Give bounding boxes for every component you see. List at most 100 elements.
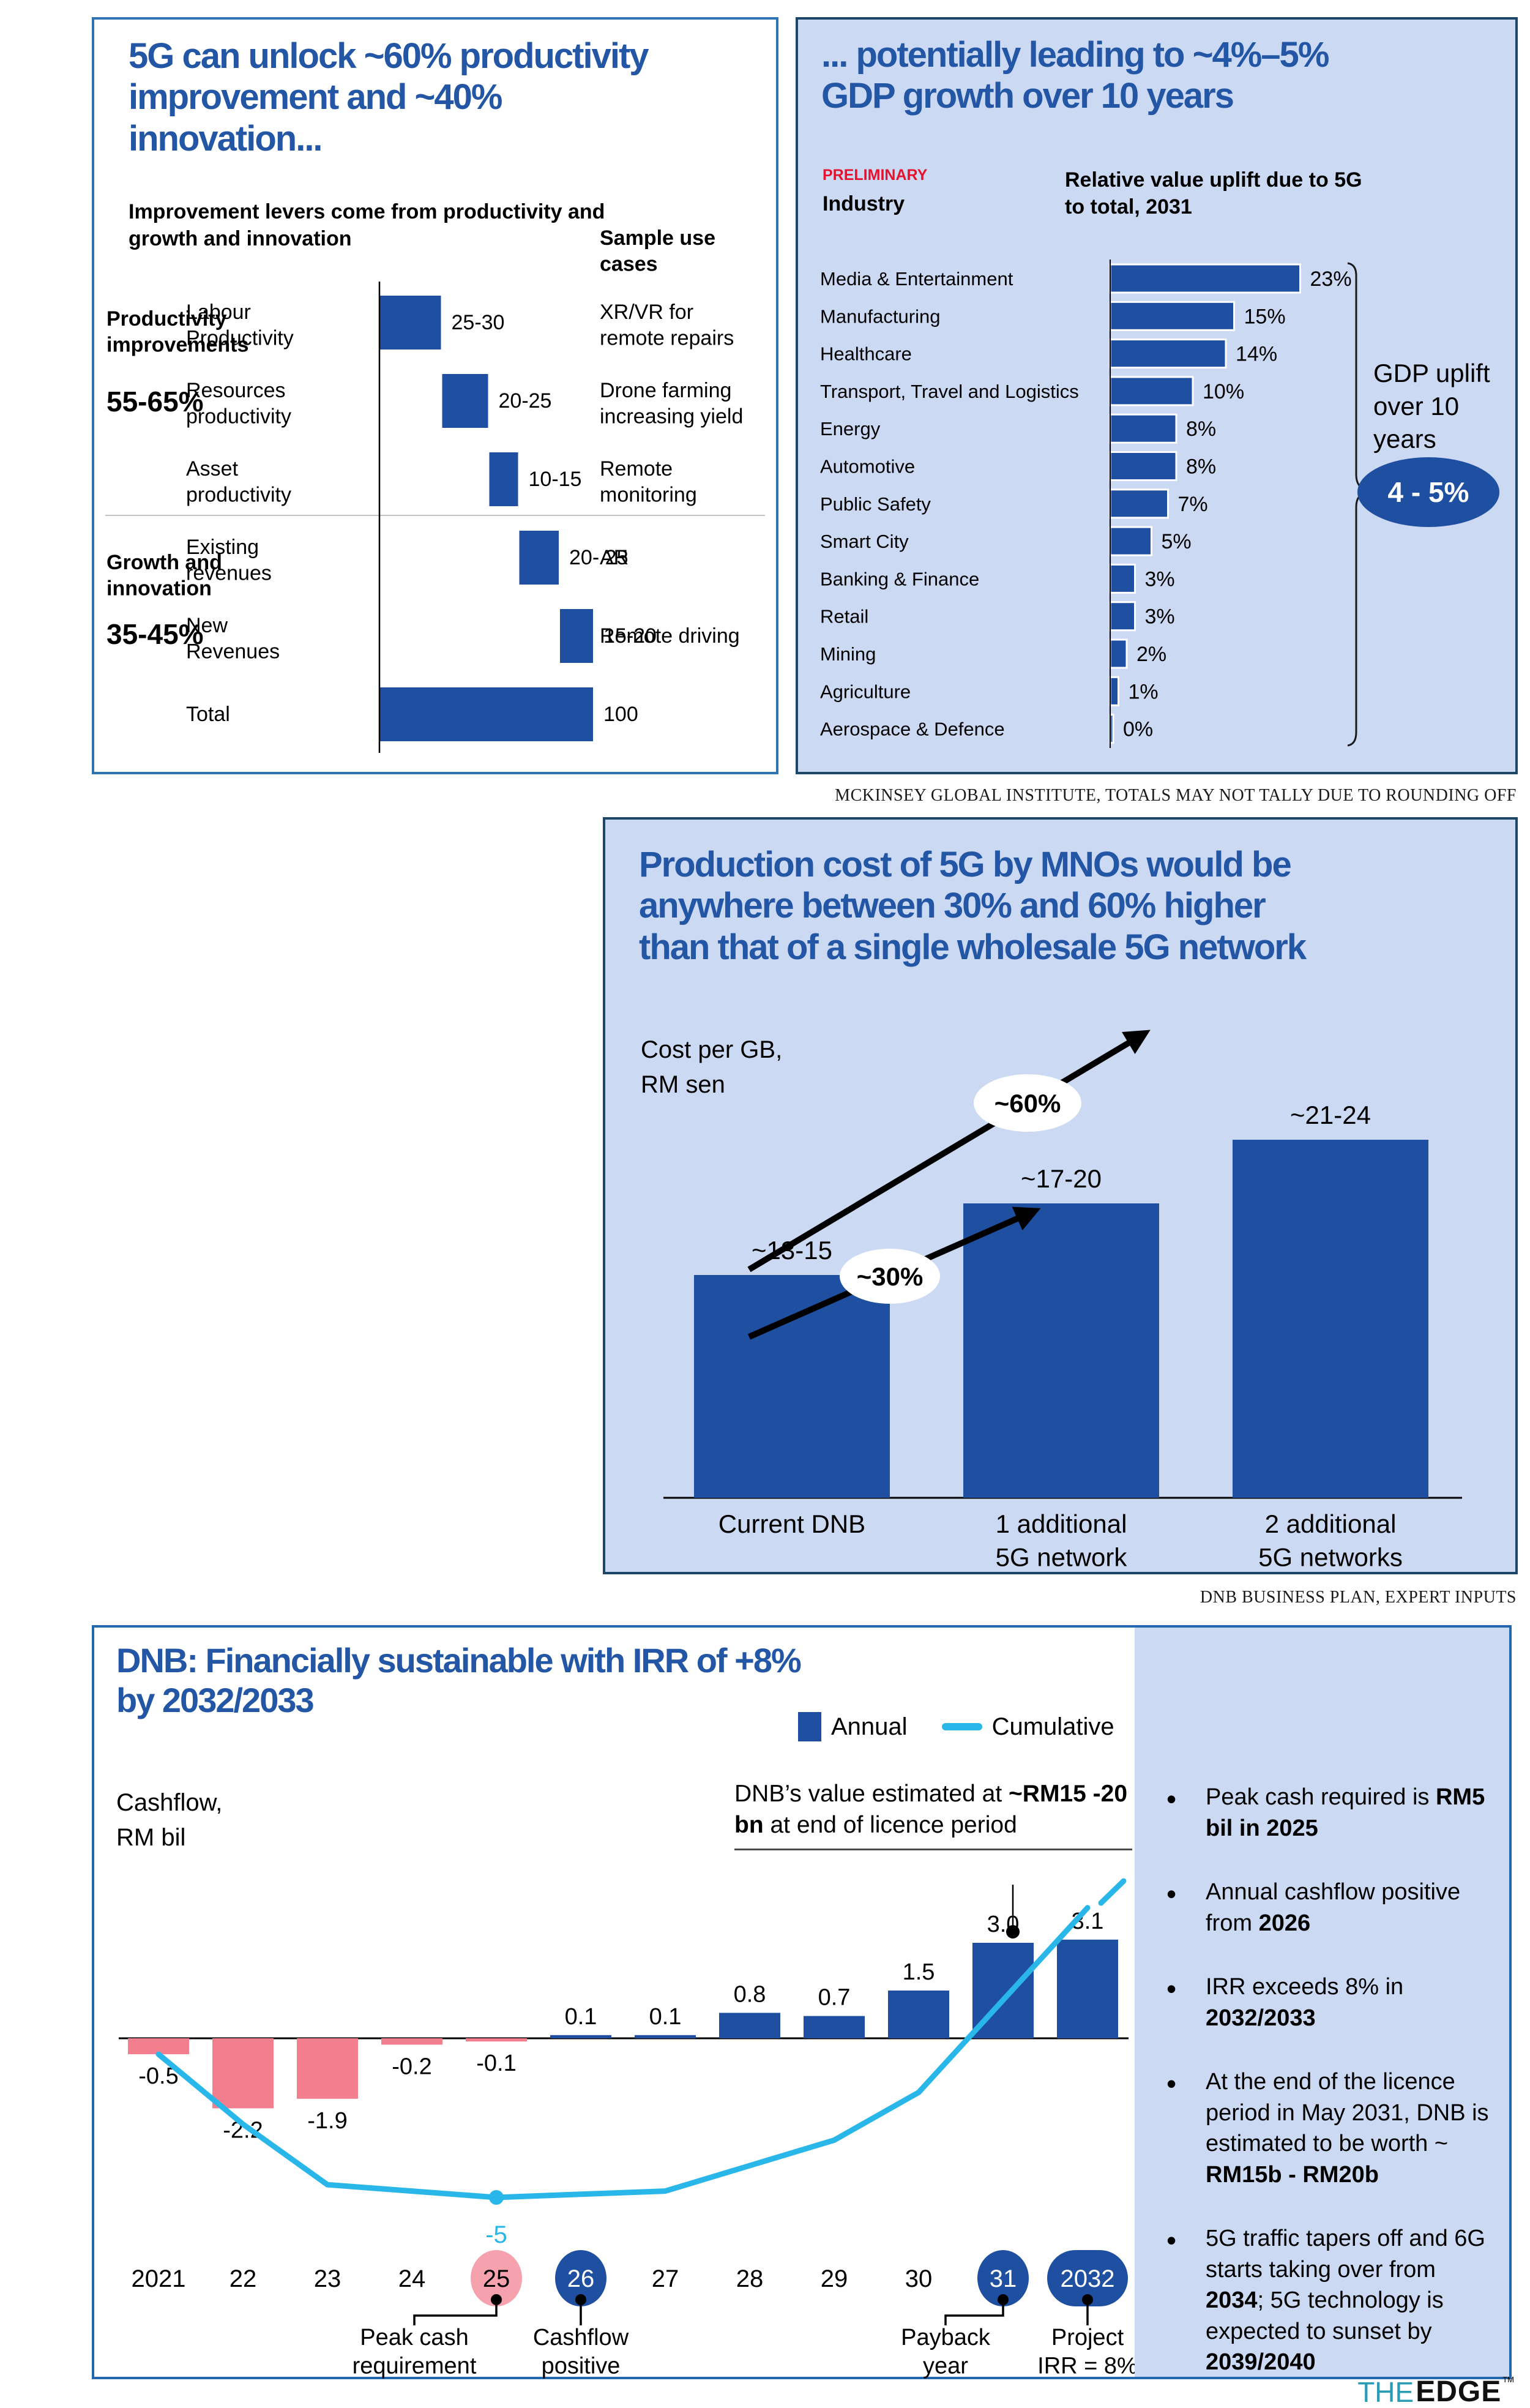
uplift-value-label: 14%: [1236, 343, 1277, 366]
year-circle: [471, 2250, 522, 2306]
uplift-value-label: 0%: [1123, 718, 1153, 741]
legend-annual-label: Annual: [831, 1713, 908, 1740]
annotation-text: at end of licence period: [763, 1812, 1017, 1839]
year-label: 26: [567, 2265, 595, 2292]
gdp-uplift-badge: [1357, 457, 1499, 527]
industry-column-header: Industry: [823, 192, 905, 215]
uplift-bar: [1109, 488, 1169, 519]
row-label: Existing revenues: [186, 536, 272, 585]
milestone-label: Payback year: [901, 2325, 991, 2379]
waterfall-bar: [518, 529, 560, 586]
uplift-bar: [1109, 301, 1235, 331]
annual-value-label: 0.7: [818, 1985, 851, 2011]
industry-label: Automotive: [820, 456, 915, 477]
industry-label: Smart City: [820, 531, 909, 552]
industry-label: Banking & Finance: [820, 568, 979, 589]
annotation-bold-text: ~RM15 -20 bn: [734, 1781, 1128, 1839]
group-label-productivity: Productivity improvements: [106, 307, 248, 357]
cashflow-axis-label: Cashflow, RM bil: [116, 1789, 223, 1851]
waterfall-bar: [379, 686, 594, 742]
key-point-bold-text: 2034: [1206, 2287, 1258, 2314]
dnb-value-annotation: DNB’s value estimated at ~RM15 -20 bn at…: [734, 1778, 1132, 1850]
preliminary-tag: PRELIMINARY: [823, 166, 928, 184]
waterfall-bar: [441, 373, 490, 429]
cost-category-label: 1 additional 5G network: [996, 1509, 1128, 1572]
industry-label: Retail: [820, 606, 868, 627]
bar-value-label: 25-30: [452, 311, 505, 334]
key-point-text: Peak cash required is: [1206, 1784, 1436, 1810]
annual-value-label: 0.1: [649, 2004, 682, 2030]
key-point-bold-text: RM15b - RM20b: [1206, 2161, 1379, 2188]
key-point: IRR exceeds 8% in 2032/2033: [1163, 1970, 1493, 2033]
panel-gdp-uplift: ... potentially leading to ~4%–5% GDP gr…: [796, 17, 1518, 774]
gdp-uplift-badge-text: 4 - 5%: [1388, 476, 1469, 508]
logo-malaysia: MALAYSIA: [1357, 2406, 1514, 2408]
cumulative-line-dash: [1098, 1878, 1127, 1906]
use-cases-header: Sample use cases: [600, 226, 715, 276]
bar-value-label: 100: [603, 703, 638, 726]
year-circle: [977, 2250, 1029, 2306]
legend-annual-swatch: [798, 1712, 821, 1741]
cost-bar: [1233, 1140, 1428, 1498]
uplift-value-label: 5%: [1162, 530, 1192, 553]
milestone-dot: [998, 2294, 1009, 2305]
year-label: 2032: [1061, 2265, 1115, 2292]
uplift-bar: [1109, 376, 1194, 406]
group-label-growth: Growth and innovation: [106, 551, 222, 600]
year-label: 28: [736, 2265, 764, 2292]
industry-label: Aerospace & Defence: [820, 719, 1005, 740]
year-label: 23: [314, 2265, 341, 2292]
key-point: Peak cash required is RM5 bil in 2025: [1163, 1781, 1493, 1844]
annual-bar: [719, 2013, 780, 2038]
annual-bar: [550, 2035, 611, 2038]
productivity-title: 5G can unlock ~60% productivity improvem…: [129, 36, 649, 159]
milestone-label: Peak cash requirement: [353, 2325, 477, 2379]
arrow-label-bubble-60: [974, 1074, 1081, 1132]
legend-cumulative-swatch: [941, 1723, 982, 1730]
key-point-text: Annual cashflow positive from: [1206, 1879, 1461, 1936]
source-note-dnb: DNB BUSINESS PLAN, EXPERT INPUTS: [1200, 1588, 1517, 1607]
chart-legend: Annual Cumulative: [798, 1712, 1114, 1741]
uplift-value-label: 23%: [1310, 267, 1352, 291]
key-point: Annual cashflow positive from 2026: [1163, 1875, 1493, 1939]
gdp-title: ... potentially leading to ~4%–5% GDP gr…: [821, 35, 1329, 116]
cashflow-chart: -0.5-2.2 -1.9-0.2 -0.10.1 0.10.8 0.71.53.0 3.…: [119, 1878, 1138, 2379]
annual-value-label: 1.5: [903, 1959, 935, 1985]
bar-value-label: 10-15: [529, 468, 582, 491]
uplift-bar: [1109, 263, 1301, 294]
use-case-label: Drone farming increasing yield: [600, 379, 743, 428]
industry-label: Healthcare: [820, 343, 912, 365]
panel-cost: Production cost of 5G by MNOs would be a…: [603, 817, 1518, 1574]
cost-value-label: ~17-20: [1021, 1164, 1102, 1193]
industry-label: Transport, Travel and Logistics: [820, 381, 1079, 402]
row-label: Resources productivity: [186, 379, 291, 428]
dnb-key-points: Peak cash required is RM5 bil in 2025 Ann…: [1135, 1628, 1509, 2377]
the-edge-logo: THE EDGE TM MALAYSIA: [1357, 2375, 1514, 2408]
logo-row: THE EDGE TM: [1357, 2375, 1514, 2408]
min-point-marker: [489, 2190, 504, 2205]
industry-label: Media & Entertainment: [820, 268, 1013, 290]
legend-cumulative-label: Cumulative: [991, 1713, 1114, 1740]
key-point-bold-text: 2039/2040: [1206, 2349, 1316, 2376]
cumulative-line: [155, 1905, 1091, 2200]
use-case-label: XR/VR for remote repairs: [600, 301, 734, 350]
industry-label: Agriculture: [820, 681, 911, 702]
year-label: 30: [905, 2265, 933, 2292]
annual-value-label: 0.1: [565, 2004, 597, 2030]
annotation-callout-dot: [1006, 1925, 1020, 1939]
annual-bar: [466, 2038, 527, 2042]
uplift-bar: [1109, 413, 1177, 444]
annual-bar: [888, 1991, 949, 2038]
uplift-value-label: 3%: [1145, 605, 1175, 629]
uplift-value-label: 10%: [1203, 380, 1244, 403]
milestone-label: Cashflow positive: [533, 2325, 629, 2379]
logo-the: THE: [1357, 2376, 1414, 2408]
cost-value-label: ~21-24: [1290, 1101, 1371, 1129]
year-label: 24: [398, 2265, 426, 2292]
key-point: 5G traffic tapers off and 6G starts taki…: [1163, 2222, 1493, 2378]
use-case-label: Remote driving: [600, 624, 740, 648]
waterfall-chart: Labour Productivity 25-30 XR/VR for remote r…: [105, 226, 765, 753]
trademark-mark: TM: [1502, 2375, 1514, 2384]
key-point-text: 5G traffic tapers off and 6G starts taki…: [1206, 2226, 1485, 2283]
